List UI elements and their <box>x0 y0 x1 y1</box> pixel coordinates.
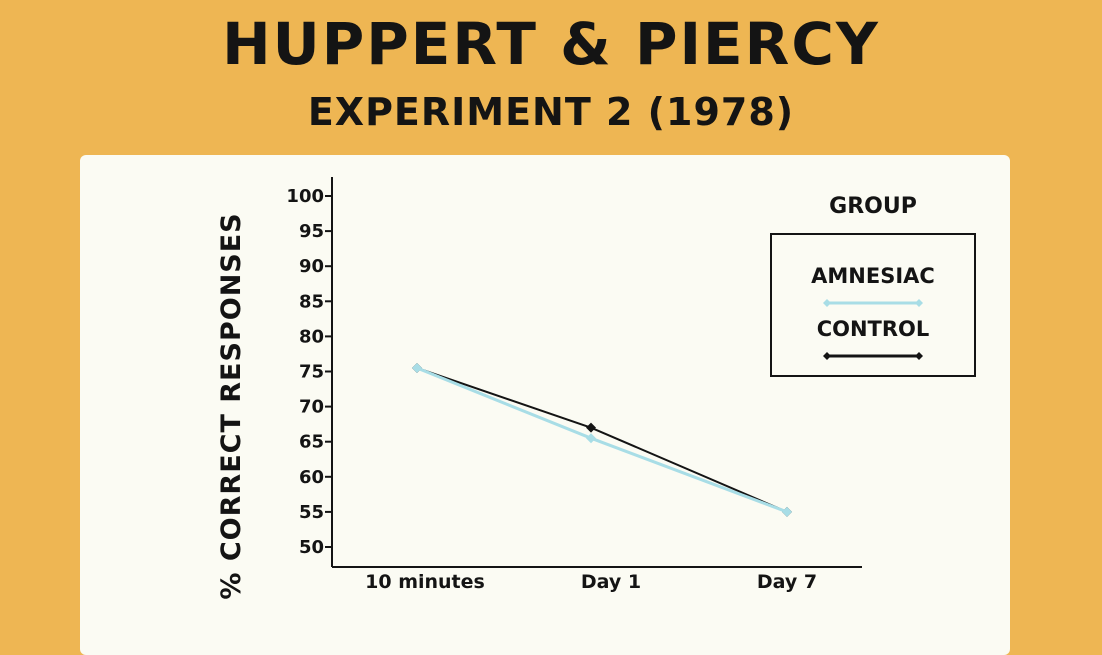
y-tick-label: 70 <box>299 397 324 418</box>
data-point-amnesiac <box>782 506 792 517</box>
legend-marker-amnesiac <box>915 299 923 307</box>
legend-label-amnesiac: AMNESIAC <box>811 264 935 288</box>
legend-marker-control <box>915 352 923 360</box>
chart-card: 50 55 60 65 70 75 80 85 90 95 100 10 minutes Day 1 Da… <box>80 155 1010 655</box>
data-point-amnesiac <box>586 433 596 444</box>
legend-marker-control <box>823 352 831 360</box>
y-axis-label: % CORRECT RESPONSES <box>216 212 247 599</box>
legend-label-control: CONTROL <box>817 317 930 341</box>
y-tick-label: 80 <box>299 326 324 347</box>
y-tick-label: 55 <box>299 502 324 523</box>
y-tick-label: 85 <box>299 291 324 312</box>
y-tick-label: 75 <box>299 362 324 383</box>
x-tick-label: Day 1 <box>581 571 641 593</box>
y-tick-label: 50 <box>299 537 324 558</box>
y-tick-label: 100 <box>286 186 324 207</box>
x-tick-label: 10 minutes <box>365 571 485 593</box>
y-tick-label: 65 <box>299 432 324 453</box>
page-subtitle: EXPERIMENT 2 (1978) <box>307 90 795 134</box>
x-tick-label: Day 7 <box>757 571 817 593</box>
legend-marker-amnesiac <box>823 299 831 307</box>
y-tick-label: 95 <box>299 221 324 242</box>
data-point-control <box>586 422 596 433</box>
legend-box <box>770 233 976 377</box>
legend-title: GROUP <box>829 194 917 219</box>
series-line-amnesiac <box>416 366 788 514</box>
y-tick-label: 90 <box>299 256 324 277</box>
y-tick-label: 60 <box>299 467 324 488</box>
line-chart: 50 55 60 65 70 75 80 85 90 95 100 10 minutes Day 1 Da… <box>216 177 976 600</box>
data-point-amnesiac <box>412 362 422 373</box>
page-title: HUPPERT & PIERCY <box>222 10 880 78</box>
